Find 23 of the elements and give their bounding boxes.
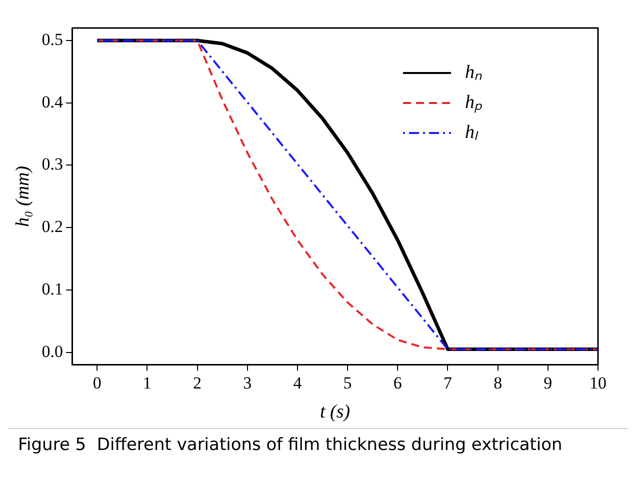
x-tick-label: 8 bbox=[494, 373, 502, 392]
x-tick-label: 9 bbox=[544, 373, 552, 392]
x-tick-label: 5 bbox=[343, 373, 352, 392]
legend-label: hₗ bbox=[465, 122, 478, 143]
y-axis-title: h₀ (mm) bbox=[12, 166, 34, 227]
legend-label: hₚ bbox=[465, 92, 482, 113]
x-tick-label: 10 bbox=[590, 373, 606, 392]
x-tick-label: 1 bbox=[142, 373, 152, 392]
x-tick-label: 3 bbox=[243, 373, 252, 392]
x-axis-title: t (s) bbox=[320, 402, 350, 423]
y-tick-label: 0.0 bbox=[42, 342, 64, 361]
y-tick-label: 0.3 bbox=[42, 154, 64, 174]
x-tick-label: 2 bbox=[193, 373, 202, 392]
legend-label: hₙ bbox=[465, 62, 482, 83]
y-tick-label: 0.2 bbox=[42, 217, 64, 236]
x-tick-label: 0 bbox=[92, 373, 102, 392]
y-tick-label: 0.5 bbox=[42, 30, 64, 49]
caption: Figure 5 Different variations of film thickness during extrication bbox=[8, 428, 628, 461]
x-tick-label: 7 bbox=[443, 373, 452, 392]
y-tick-label: 0.1 bbox=[42, 279, 64, 298]
x-tick-label: 6 bbox=[393, 373, 402, 392]
y-tick-label: 0.4 bbox=[42, 92, 64, 112]
x-tick-label: 4 bbox=[293, 373, 302, 392]
